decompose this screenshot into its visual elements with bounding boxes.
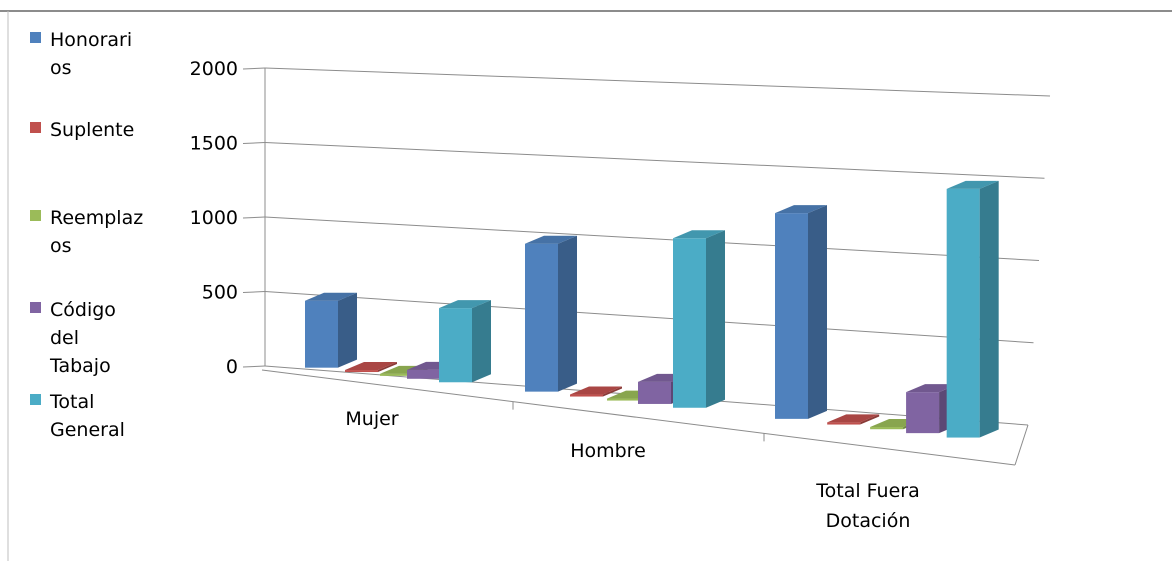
legend-label-line: Total [50,391,95,413]
y-tick-label: 0 [226,356,238,378]
bar-top [946,180,999,189]
legend-swatch [30,32,41,43]
bar [380,373,413,376]
bar-side [706,230,725,408]
y-tick-label: 500 [202,282,238,304]
x-tick-label: Total Fuera [815,480,920,502]
bar [345,370,378,373]
gridline-depth [242,216,266,219]
bar-top [345,362,397,371]
x-tick-label: Hombre [570,440,646,462]
legend-swatch [30,210,41,221]
legend-label: Suplente [50,116,170,144]
bar-side [558,235,577,392]
y-tick-label: 1000 [190,207,238,229]
x-tick-label: Dotación [826,510,911,532]
gridline [264,142,1045,179]
bar-top [827,414,880,423]
bar [827,422,861,425]
bar-side [378,362,397,373]
legend-label: Total General [50,388,170,444]
bar-top [775,205,827,214]
legend-label-line: Suplente [50,119,135,141]
plot-area: 0 500 1000 1500 2000 Mujer Hombre Total Fuera Do… [190,58,1051,532]
bar-top [305,292,357,301]
bar-top [439,300,491,309]
gridline-depth [242,67,266,70]
bar [673,238,706,408]
legend-swatch [30,122,41,133]
bar [439,308,472,383]
legend-label-line: del [50,327,80,349]
legend-label: Honorari os [50,26,170,82]
legend-label-line: Honorari [50,29,133,51]
x-axis-line [261,369,1016,466]
bar-top [906,384,959,393]
x-tick-label: Mujer [345,408,398,430]
legend-label-line: General [50,419,125,441]
bar-side [979,180,999,438]
bar-side [808,205,827,419]
gridline [264,291,1034,344]
bar-top [570,386,622,395]
bar [305,300,338,368]
bar [525,243,558,392]
bar-side [338,292,357,368]
y-tick-label: 2000 [190,58,238,80]
legend-label-line: os [50,57,72,79]
legend-label-line: Reemplaz [50,207,144,229]
gridline-depth [242,142,266,144]
bar-side [472,300,491,383]
gridline [264,216,1040,261]
floor-edge-right [1014,424,1029,466]
bar-top [673,230,725,239]
legend-label: Código del Tabajo [50,296,170,380]
bar [906,392,940,434]
gridline-depth [242,365,266,368]
gridline [264,67,1051,97]
bar [570,394,603,397]
bar-top [525,235,577,244]
bar [407,369,440,379]
legend-swatch [30,394,41,405]
gridline-depth [242,291,266,293]
bar-side [603,386,622,397]
legend-label: Reemplaz os [50,204,170,260]
bar-side [860,414,880,425]
legend-label-line: Tabajo [50,355,111,377]
legend-label-line: Código [50,299,116,321]
legend-label-line: os [50,235,72,257]
bar [946,188,980,438]
y-tick-label: 1500 [190,133,238,155]
bar [775,213,808,419]
legend-swatch [30,302,41,313]
bar [870,427,904,430]
bar [638,381,671,404]
bar [607,398,640,401]
